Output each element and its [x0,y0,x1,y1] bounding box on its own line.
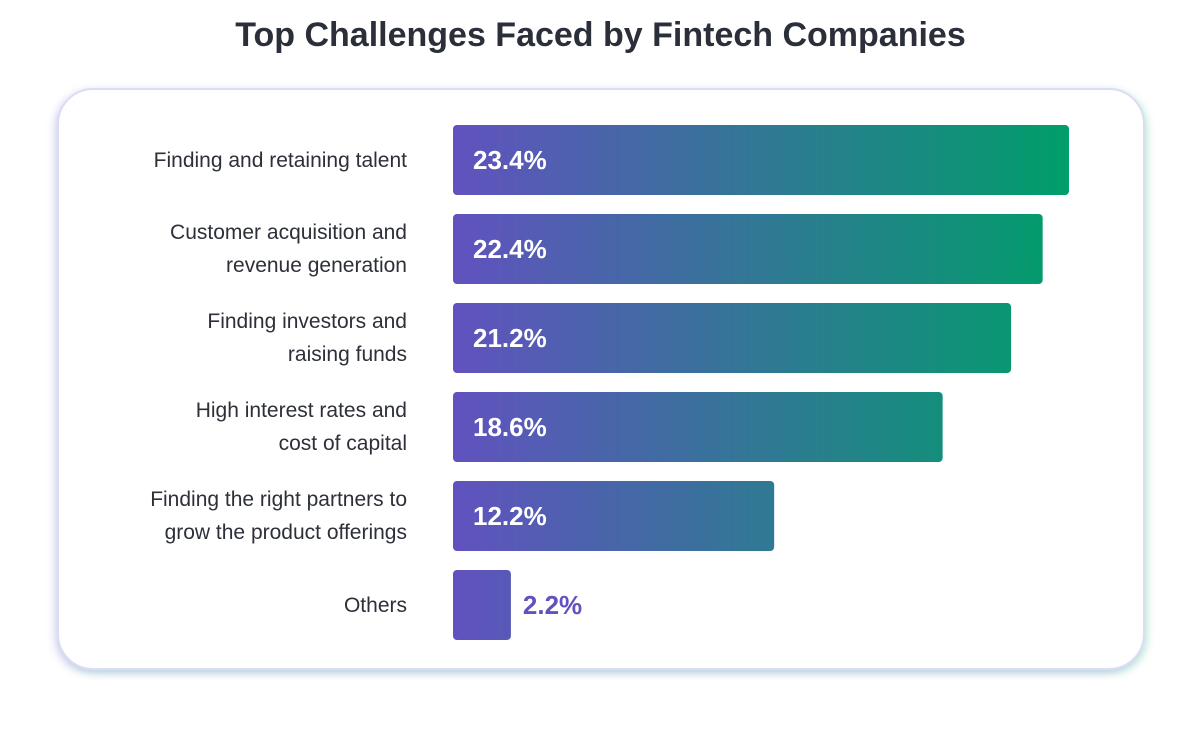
category-label: Finding the right partners to grow the p… [150,488,407,544]
category-label: Others [343,593,407,617]
category-label: Customer acquisition and revenue generat… [170,221,407,277]
value-label: 2.2% [523,590,582,620]
value-label: 18.6% [473,412,547,442]
bar [453,392,943,462]
bar [453,481,775,551]
category-label: Finding and retaining talent [153,148,407,172]
category-label: High interest rates and cost of capital [195,399,407,455]
value-label: 12.2% [473,501,547,531]
bar [453,303,1012,373]
value-label: 21.2% [473,323,547,353]
bar [453,214,1043,284]
bar [453,125,1069,195]
category-label: Finding investors and raising funds [207,310,407,366]
value-label: 23.4% [473,145,547,175]
bar [453,570,511,640]
chart-title: Top Challenges Faced by Fintech Companie… [235,16,966,54]
value-label: 22.4% [473,234,547,264]
